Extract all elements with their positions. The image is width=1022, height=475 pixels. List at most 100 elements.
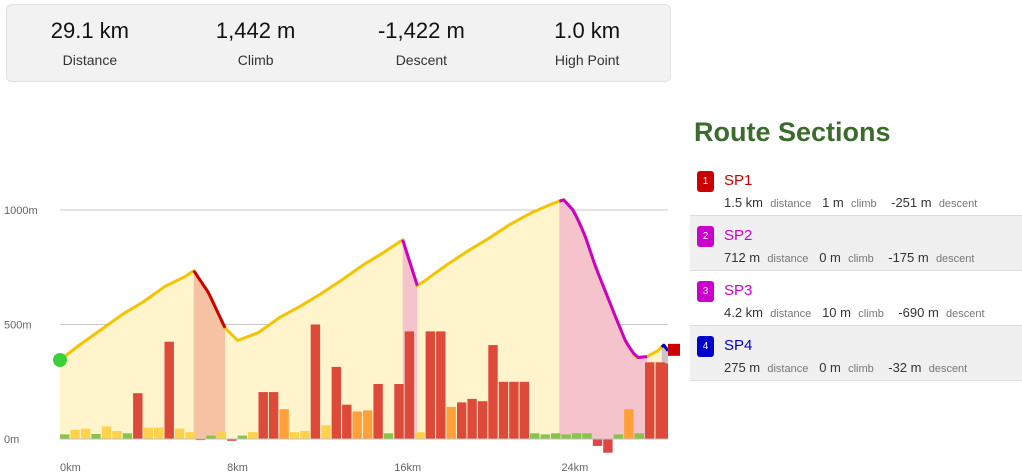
gradient-bar: [592, 439, 603, 446]
gradient-bar: [457, 402, 467, 439]
gradient-bar: [603, 439, 613, 453]
gradient-bar: [154, 427, 164, 439]
section-line-sp3[interactable]: [558, 198, 648, 359]
section-name[interactable]: SP3: [724, 282, 753, 299]
route-sections-panel: Route Sections 1 SP1 1.5 km distance 1 m c…: [690, 113, 1022, 381]
gradient-bar: [112, 431, 122, 439]
end-marker[interactable]: [668, 343, 680, 356]
gradient-bar: [540, 434, 550, 439]
sections-title: Route Sections: [694, 117, 891, 147]
descent-unit-label: descent: [946, 308, 985, 320]
section-number-badge: 2: [697, 226, 714, 247]
gradient-bar: [467, 398, 477, 439]
section-number-badge: 1: [697, 171, 714, 192]
gradient-bar: [436, 331, 446, 439]
gradient-bar: [227, 439, 237, 441]
gradient-bar: [91, 434, 101, 439]
gradient-bar: [634, 433, 644, 439]
gradient-bar: [530, 433, 540, 439]
gradient-bar: [394, 384, 404, 439]
section-descent: -175 m: [888, 250, 929, 265]
gradient-bar: [661, 363, 668, 439]
x-tick-label: 24km: [561, 462, 588, 474]
y-tick-label: 500m: [4, 320, 32, 332]
section-item-sp1[interactable]: 1 SP1 1.5 km distance 1 m climb -251 m des…: [690, 161, 1022, 216]
gradient-bar: [571, 433, 582, 439]
elevation-chart[interactable]: 0m 500m 1000m 0km 8km 16km 24km: [0, 160, 680, 475]
section-distance: 712 m: [724, 250, 761, 265]
gradient-bar: [70, 429, 80, 439]
gradient-bar: [446, 406, 456, 439]
section-distance: 4.2 km: [724, 305, 764, 320]
gradient-bar: [551, 433, 561, 439]
gradient-bar: [645, 362, 655, 439]
gradient-bar: [561, 434, 571, 439]
route-summary-panel: 29.1 km Distance 1,442 m Climb -1,422 m …: [6, 4, 671, 82]
gradient-bar: [509, 381, 519, 440]
section-number-badge: 3: [697, 281, 714, 302]
gradient-bar: [143, 427, 153, 439]
gradient-bar: [363, 410, 373, 439]
section-stats: 4.2 km distance 10 m climb -690 m descen…: [724, 305, 985, 322]
descent-unit-label: descent: [928, 363, 968, 375]
gradient-bar: [624, 409, 634, 439]
gradient-bar: [498, 381, 509, 440]
section-name[interactable]: SP2: [724, 227, 753, 244]
section-name[interactable]: SP4: [724, 337, 753, 354]
section-descent: -32 m: [888, 360, 922, 375]
stat-value: -1,422 m: [377, 18, 465, 43]
distance-unit-label: distance: [767, 363, 809, 375]
stat-descent: -1,422 m Descent: [339, 18, 505, 68]
gradient-bar: [404, 331, 415, 439]
section-stats: 275 m distance 0 m climb -32 m descent: [724, 360, 967, 377]
section-descent: -251 m: [891, 195, 932, 210]
gradient-bar: [216, 432, 227, 439]
section-distance: 275 m: [724, 360, 761, 375]
gradient-bar: [101, 426, 112, 439]
x-tick-label: 0km: [60, 462, 81, 474]
gradient-bar: [80, 428, 91, 439]
gradient-bar: [258, 392, 268, 439]
section-line-sp1[interactable]: [192, 269, 227, 329]
stat-value: 1.0 km: [554, 18, 621, 43]
section-number-badge: 4: [697, 336, 714, 357]
gradient-bar: [613, 434, 624, 439]
x-tick-label: 8km: [227, 462, 248, 474]
gradient-bar: [300, 431, 310, 439]
stat-label: High Point: [554, 52, 620, 68]
stat-high-point: 1.0 km High Point: [504, 18, 670, 68]
section-item-sp4[interactable]: 4 SP4 275 m distance 0 m climb -32 m desce…: [690, 326, 1022, 381]
section-stats: 712 m distance 0 m climb -175 m descent: [724, 250, 974, 267]
gradient-bar: [310, 324, 321, 439]
gradient-bar: [268, 392, 279, 439]
gradient-bar: [342, 404, 352, 439]
gradient-bar: [321, 425, 331, 439]
gradient-bar: [185, 432, 195, 439]
section-climb: 10 m: [822, 305, 851, 320]
climb-unit-label: climb: [850, 198, 877, 210]
section-distance: 1.5 km: [724, 195, 764, 210]
start-marker[interactable]: [53, 352, 67, 367]
x-tick-label: 16km: [394, 462, 421, 474]
section-stats: 1.5 km distance 1 m climb -251 m descent: [724, 195, 977, 212]
stat-value: 29.1 km: [50, 18, 129, 43]
stat-label: Distance: [62, 52, 118, 68]
gradient-bar: [425, 331, 435, 439]
elevation-profile-svg[interactable]: 0m 500m 1000m 0km 8km 16km 24km: [0, 160, 680, 475]
section-shade-sp3[interactable]: [559, 199, 648, 439]
gradient-bar: [519, 381, 530, 440]
gradient-bar: [655, 362, 665, 439]
section-line-sp2[interactable]: [401, 239, 419, 287]
distance-unit-label: distance: [767, 253, 809, 265]
elevation-area-fill: [60, 199, 668, 439]
gradient-bar: [133, 393, 143, 439]
section-descent: -690 m: [898, 305, 939, 320]
section-name[interactable]: SP1: [724, 172, 753, 189]
gradient-bar: [352, 411, 362, 439]
section-line-sp4[interactable]: [660, 343, 670, 352]
section-item-sp3[interactable]: 3 SP3 4.2 km distance 10 m climb -690 m de…: [690, 271, 1022, 326]
distance-unit-label: distance: [770, 198, 812, 210]
gradient-bar: [60, 434, 70, 439]
section-item-sp2[interactable]: 2 SP2 712 m distance 0 m climb -175 m desc…: [690, 216, 1022, 271]
descent-unit-label: descent: [938, 198, 978, 210]
